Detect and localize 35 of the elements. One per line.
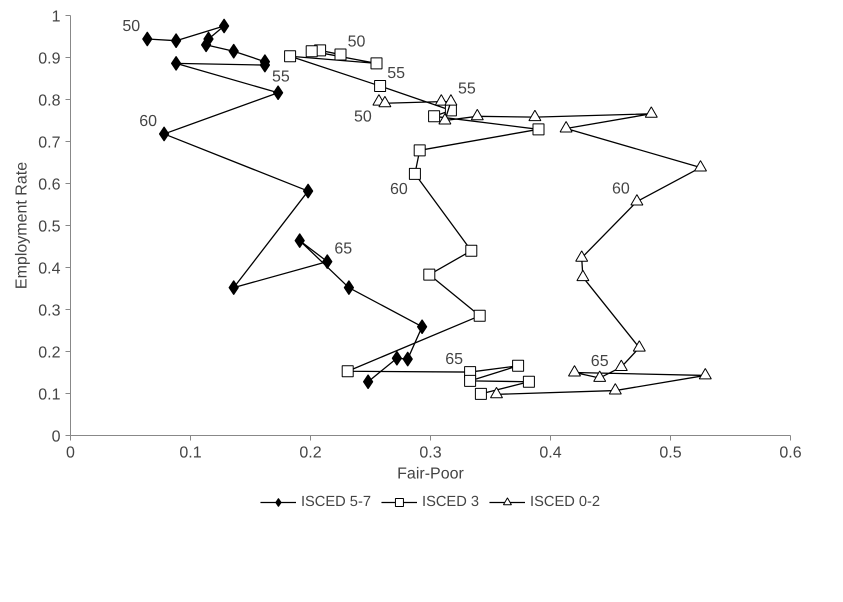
annotation: 50 [354,108,372,126]
legend-label: ISCED 5-7 [300,494,371,510]
y-tick-label: 0.7 [38,134,61,152]
legend-label: ISCED 3 [422,494,480,510]
y-tick-label: 0.6 [38,176,61,194]
y-tick-label: 0.5 [38,218,61,236]
annotation: 65 [445,351,464,368]
y-tick-label: 0.4 [38,260,61,278]
annotation: 60 [612,180,630,198]
x-tick-label: 0.2 [299,444,322,462]
y-tick-label: 1 [52,8,61,26]
y-tick-label: 0.9 [38,50,61,68]
x-tick-label: 0.1 [179,444,202,462]
annotation: 65 [334,240,352,258]
annotation: 65 [590,352,609,370]
x-tick-label: 0.6 [779,444,802,462]
y-tick-label: 0.1 [38,386,61,404]
y-tick-label: 0.3 [38,302,61,320]
y-axis-title: Employment Rate [13,162,30,290]
y-tick-label: 0 [52,428,61,446]
x-axis-title: Fair-Poor [397,466,465,482]
annotation: 60 [390,180,408,198]
annotation: 55 [387,65,406,82]
legend-label: ISCED 0-2 [530,494,600,510]
annotation: 50 [348,34,366,51]
annotation: 55 [272,68,290,86]
annotation: 50 [122,18,140,36]
annotation: 55 [458,80,476,98]
x-tick-label: 0.3 [419,444,442,462]
x-tick-label: 0.4 [539,444,562,462]
y-tick-label: 0.8 [38,92,61,110]
x-tick-label: 0.5 [659,444,682,462]
y-tick-label: 0.2 [38,344,61,362]
annotation: 60 [139,112,158,130]
x-tick-label: 0 [66,444,76,462]
